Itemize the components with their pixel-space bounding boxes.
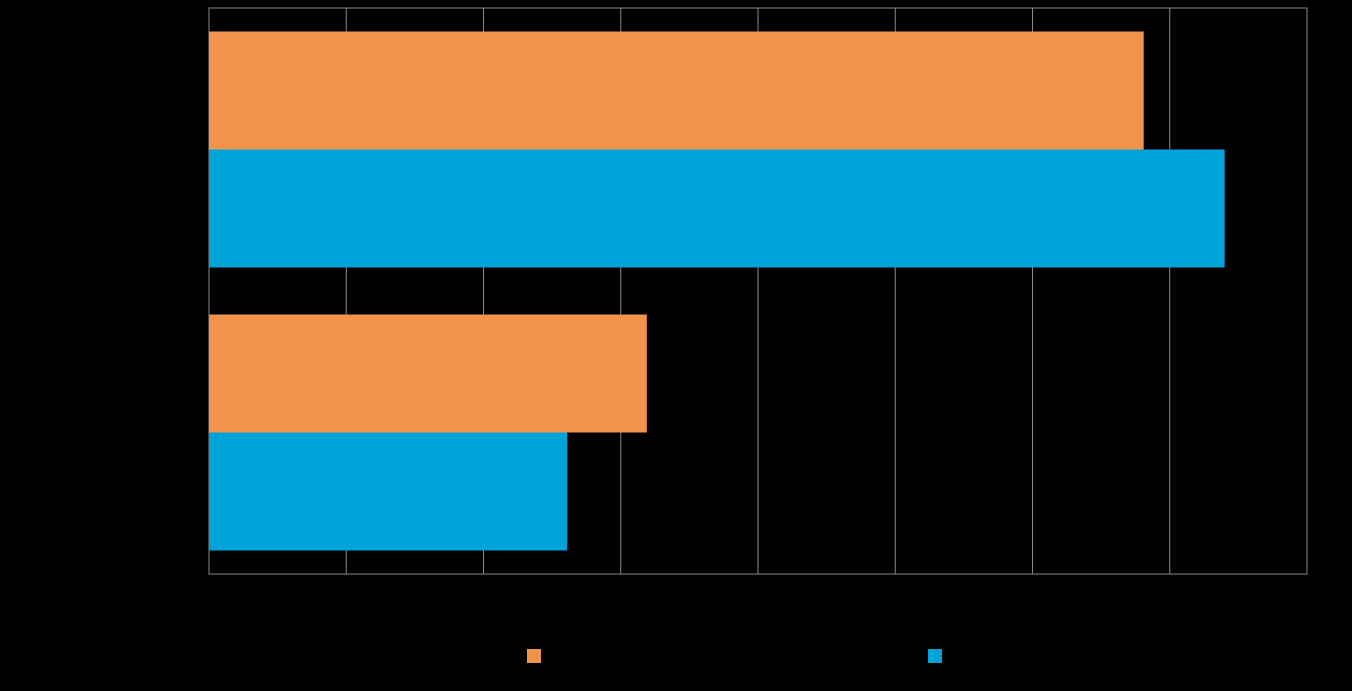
bar bbox=[209, 432, 568, 551]
legend-swatch bbox=[928, 649, 942, 663]
legend-swatch bbox=[527, 649, 541, 663]
bar bbox=[209, 314, 647, 433]
bar bbox=[209, 149, 1225, 268]
bar bbox=[209, 31, 1144, 150]
